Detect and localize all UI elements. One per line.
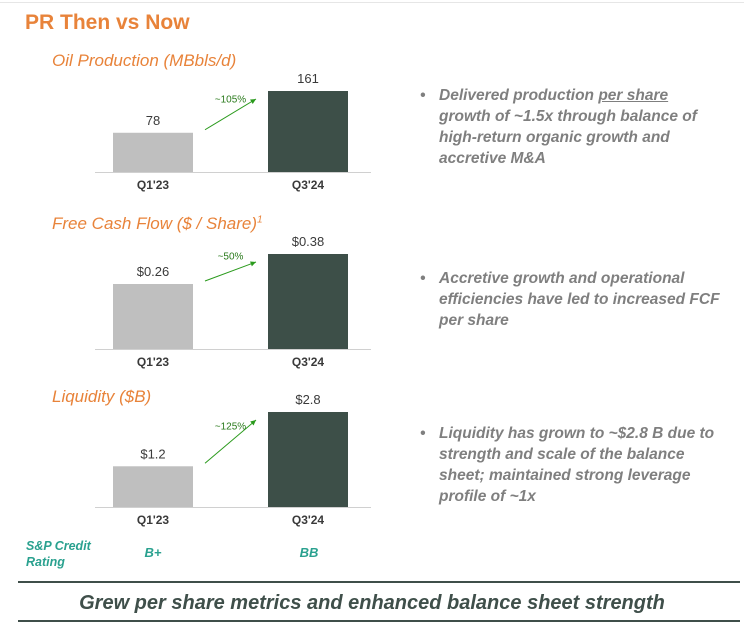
bullet-underlined: per share (598, 87, 669, 104)
growth-arrow-line (204, 98, 257, 131)
chart-title-text: Liquidity ($B) (52, 387, 152, 406)
bullet-dot: • (420, 87, 426, 104)
category-label: Q1'23 (137, 178, 170, 192)
category-label: Q1'23 (137, 513, 170, 527)
growth-arrow-head (250, 261, 256, 267)
data-label: $0.26 (137, 264, 170, 279)
free-cash-flow-chart: $0.26 Q1'23 $0.38 Q3'24 ~50% (95, 234, 371, 369)
liquidity-chart: $1.2 Q1'23 $2.8 Q3'24 ~125% (95, 392, 371, 527)
category-label: Q3'24 (292, 513, 325, 527)
data-label: $2.8 (295, 392, 320, 407)
credit-rating-q1: B+ (144, 545, 162, 560)
data-label: $0.38 (292, 234, 325, 249)
data-label: 161 (297, 71, 319, 86)
bar (113, 284, 193, 349)
bullet-text: Liquidity has grown to ~$2.8 B due to st… (439, 425, 715, 505)
bar (268, 91, 348, 172)
footer-rule-top (18, 581, 740, 583)
bullet-dot: • (420, 270, 426, 287)
chart-title-text: Free Cash Flow ($ / Share) (52, 214, 258, 233)
data-label: $1.2 (140, 446, 165, 461)
credit-rating-q3: BB (299, 545, 319, 560)
bullet-production: • Delivered production per share growth … (420, 85, 720, 169)
chart-title-free-cash-flow: Free Cash Flow ($ / Share)1 (52, 214, 263, 234)
credit-rating-label: S&P Credit Rating (26, 539, 91, 569)
category-label: Q3'24 (292, 178, 325, 192)
bullet-dot: • (420, 425, 426, 442)
bar (113, 132, 193, 172)
footer-text: Grew per share metrics and enhanced bala… (79, 592, 665, 614)
footer-rule-bottom (18, 620, 740, 622)
chart-title-text: Oil Production (MBbls/d) (52, 51, 237, 70)
data-label: 78 (146, 113, 160, 128)
bullet-liquidity: • Liquidity has grown to ~$2.8 B due to … (420, 423, 720, 507)
category-label: Q3'24 (292, 355, 325, 369)
chart-title-sup: 1 (257, 214, 263, 226)
growth-arrow-line (204, 261, 257, 282)
growth-label: ~125% (215, 422, 247, 433)
growth-arrow-line (204, 419, 257, 464)
chart-title-liquidity: Liquidity ($B) (52, 387, 151, 407)
bar (113, 466, 193, 507)
bullet-fcf: • Accretive growth and operational effic… (420, 268, 720, 331)
growth-label: ~50% (218, 252, 244, 263)
bullet-text-rest: growth of ~1.5x through balance of high-… (439, 108, 697, 167)
bar (268, 412, 348, 507)
category-label: Q1'23 (137, 355, 170, 369)
bullet-text: Delivered production (439, 87, 599, 104)
top-rule (0, 2, 744, 3)
page-title: PR Then vs Now (25, 11, 190, 34)
chart-title-oil-production: Oil Production (MBbls/d) (52, 51, 236, 71)
bullet-text: Accretive growth and operational efficie… (439, 270, 720, 329)
growth-arrow-head (250, 99, 256, 105)
oil-production-chart: 78 Q1'23 161 Q3'24 ~105% (95, 71, 371, 192)
growth-arrow-head (250, 420, 256, 426)
bar (268, 254, 348, 349)
growth-label: ~105% (215, 94, 247, 105)
